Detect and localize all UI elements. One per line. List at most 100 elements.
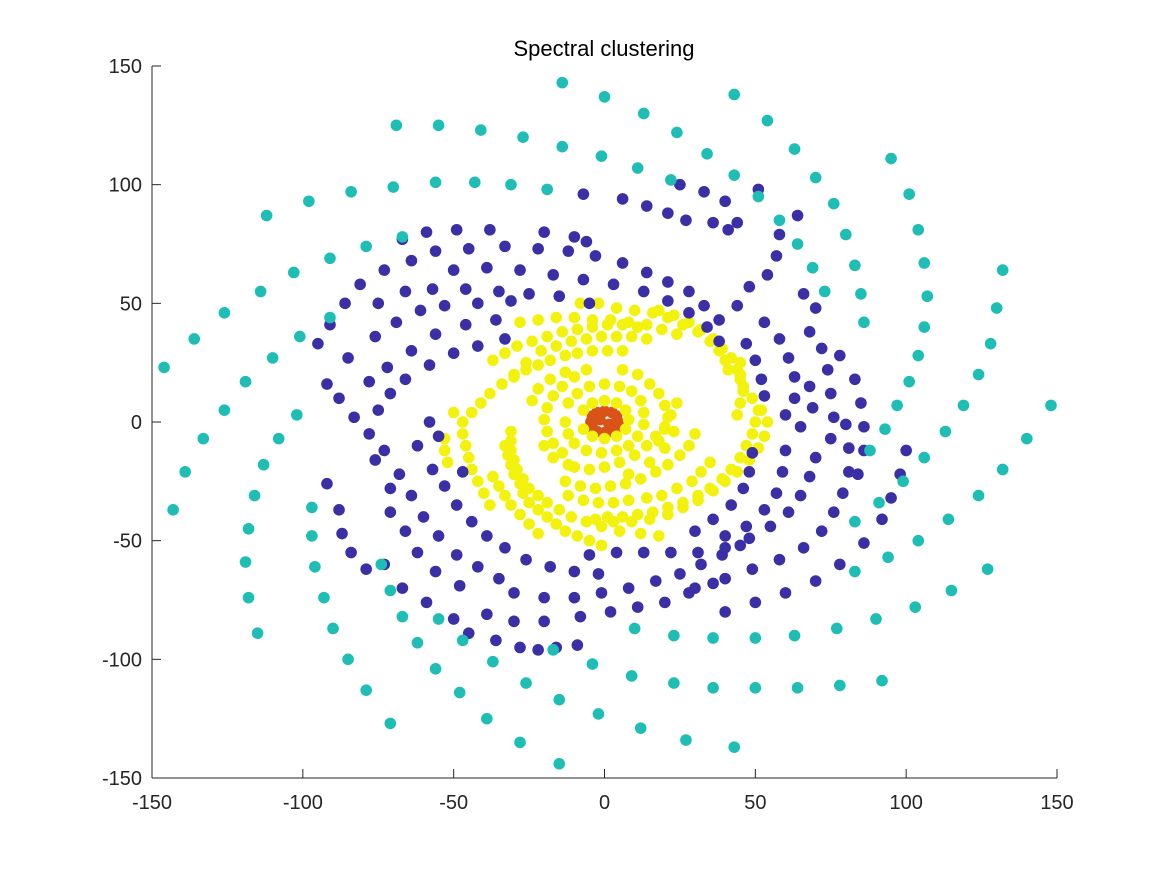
data-point (484, 387, 496, 400)
data-point (728, 741, 741, 753)
data-point (559, 416, 572, 428)
x-tick-label: 50 (744, 792, 766, 814)
data-point (622, 468, 635, 481)
data-point (499, 333, 511, 345)
data-point (538, 615, 550, 628)
data-point (508, 368, 520, 381)
data-point (333, 392, 345, 405)
data-point (837, 487, 849, 500)
data-point (456, 416, 469, 428)
data-point (701, 148, 713, 160)
data-point (484, 499, 496, 511)
data-point (586, 430, 599, 443)
data-point (649, 466, 662, 478)
x-tick-label: -100 (283, 792, 323, 814)
data-point (399, 373, 412, 386)
data-point (613, 456, 626, 469)
data-point (354, 278, 366, 291)
data-point (640, 439, 653, 452)
data-point (625, 330, 638, 343)
data-point (643, 378, 656, 390)
data-point (873, 496, 885, 509)
data-point (360, 240, 372, 253)
data-point (653, 304, 665, 317)
data-point (505, 295, 517, 307)
data-point (631, 368, 644, 381)
data-point (447, 613, 460, 625)
data-point (360, 684, 372, 696)
data-point (523, 518, 535, 530)
data-point (734, 539, 747, 552)
data-point (583, 463, 596, 476)
data-point (550, 518, 563, 530)
data-point (731, 409, 744, 421)
data-point (242, 591, 255, 604)
data-point (414, 304, 427, 317)
data-point (526, 394, 538, 407)
data-point (903, 375, 915, 388)
data-point (562, 397, 575, 409)
data-point (773, 214, 786, 227)
data-point (547, 437, 560, 450)
data-point (619, 477, 632, 490)
data-point (909, 601, 922, 613)
data-point (610, 430, 623, 443)
data-point (481, 530, 493, 542)
data-point (565, 335, 578, 348)
data-point (722, 363, 734, 376)
data-point (803, 380, 816, 393)
data-point (197, 432, 210, 445)
data-point (348, 411, 360, 424)
data-point (396, 582, 409, 594)
data-point (363, 428, 376, 440)
data-point (532, 504, 544, 516)
data-point (399, 285, 412, 298)
data-point (779, 587, 792, 599)
data-point (649, 575, 662, 587)
data-point (559, 349, 572, 362)
data-point (574, 480, 587, 492)
data-point (541, 183, 553, 196)
data-point (179, 466, 191, 478)
data-point (287, 266, 300, 279)
data-point (749, 632, 762, 644)
data-point (996, 264, 1009, 276)
data-point (586, 658, 599, 670)
data-point (508, 615, 520, 628)
x-tick-label: -50 (439, 792, 468, 814)
data-point (550, 340, 563, 352)
data-point (604, 606, 617, 618)
data-point (345, 546, 357, 559)
data-point (294, 330, 306, 343)
data-point (532, 314, 544, 326)
data-point (761, 416, 774, 428)
data-point (342, 653, 354, 666)
data-point (481, 712, 493, 725)
data-point (336, 527, 348, 540)
data-point (1045, 399, 1057, 412)
data-point (689, 525, 701, 537)
data-point (731, 299, 744, 312)
data-point (849, 259, 861, 272)
data-point (384, 482, 397, 495)
data-point (749, 416, 762, 428)
data-point (689, 582, 701, 594)
data-point (505, 425, 517, 438)
data-point (595, 447, 608, 459)
data-point (713, 335, 725, 348)
data-point (505, 178, 517, 191)
data-point (595, 587, 608, 599)
data-point (640, 318, 653, 331)
data-point (481, 261, 493, 274)
data-point (674, 178, 686, 191)
data-point (484, 223, 496, 236)
data-point (891, 399, 903, 412)
data-point (728, 88, 741, 101)
data-point (824, 432, 837, 445)
data-point (640, 333, 653, 345)
data-point (266, 352, 279, 364)
data-point (562, 489, 575, 502)
data-point (586, 397, 599, 409)
data-point (686, 475, 698, 488)
data-point (556, 140, 569, 153)
